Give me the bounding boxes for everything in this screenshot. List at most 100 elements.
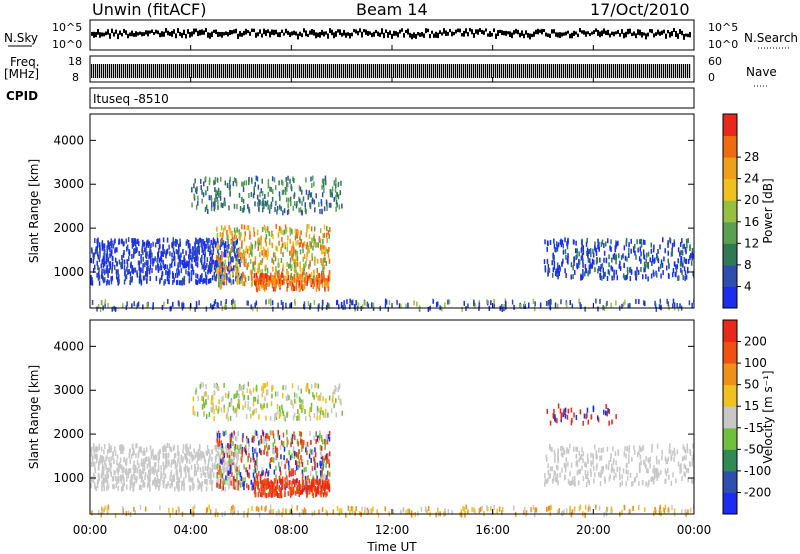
range-cell [262,483,265,489]
range-cell [195,256,198,262]
range-cell [195,389,197,395]
freq-sample [485,64,487,78]
range-cell [265,234,268,240]
range-cell [202,279,204,285]
range-cell [465,306,467,312]
range-cell [165,483,167,489]
range-cell [322,233,324,239]
range-cell [645,258,647,264]
range-cell [131,264,134,270]
range-cell [245,248,247,254]
range-cell [256,452,258,458]
nsky-sample [171,30,173,37]
range-cell [220,440,222,446]
range-cell [139,274,141,280]
nsky-sample [631,32,633,37]
range-cell [581,253,584,259]
freq-sample [469,64,471,78]
nsky-sample [657,29,659,35]
range-cell [647,468,649,474]
range-cell [222,471,224,477]
range-cell [628,458,630,464]
range-cell [295,465,298,471]
range-cell [239,383,241,389]
range-cell [168,443,170,449]
nsky-tick-high: 10^5 [52,21,82,34]
range-cell [328,430,331,436]
range-cell [252,261,254,267]
range-cell [615,472,617,478]
range-cell [222,465,224,471]
freq-sample [127,64,129,78]
range-cell [271,176,274,182]
range-cell [235,240,238,246]
range-cell [601,239,604,245]
range-cell [123,259,126,265]
range-cell [113,470,115,476]
nsky-sample [541,28,543,35]
range-cell [209,244,211,250]
range-cell [608,460,610,466]
range-cell [281,236,283,242]
freq-sample [551,64,553,78]
range-cell [258,206,260,212]
range-cell [248,192,250,198]
range-cell [622,273,625,279]
range-cell [107,241,110,247]
range-cell [188,252,191,258]
range-cell [204,278,206,284]
range-cell [625,237,628,243]
range-cell [228,390,230,396]
range-cell [95,486,97,492]
range-cell [683,455,685,461]
range-cell [312,392,314,398]
range-cell [337,304,340,310]
range-cell [316,480,319,486]
freq-sample [435,64,437,78]
nsky-sample [287,30,289,35]
range-cell [293,194,295,200]
range-cell [655,272,658,278]
freq-sample [561,64,563,78]
range-cell [144,475,146,481]
range-cell [194,463,196,469]
range-cell [318,437,320,443]
range-cell [199,237,202,243]
range-cell [172,280,174,286]
range-cell [251,276,254,282]
range-cell [203,245,206,251]
range-cell [309,302,312,308]
range-cell [259,237,262,243]
range-cell [236,238,239,244]
freq-sample [105,64,107,78]
range-cell [162,452,165,458]
range-cell [546,258,549,264]
range-cell [586,453,589,459]
range-cell [170,447,172,453]
range-cell [160,251,163,257]
range-cell [635,298,637,304]
y-tick-label: 1000 [53,265,84,279]
nsky-sample [537,28,539,35]
range-cell [208,412,211,418]
range-cell [230,399,232,405]
range-cell [270,430,272,436]
nsky-sample [463,30,465,37]
nsky-sample [689,31,691,38]
range-cell [194,252,197,258]
nsky-sample [639,29,641,36]
range-cell [233,446,236,452]
range-cell [150,259,152,265]
range-cell [125,461,127,467]
range-cell [615,254,617,260]
freq-sample [229,64,231,78]
range-cell [219,483,221,489]
range-cell [216,255,219,261]
range-cell [285,385,287,391]
range-cell [557,242,560,248]
range-cell [255,384,258,390]
nsearch-label: N.Search [744,31,798,45]
range-cell [234,266,236,272]
range-cell [235,271,238,277]
range-cell [253,261,256,267]
